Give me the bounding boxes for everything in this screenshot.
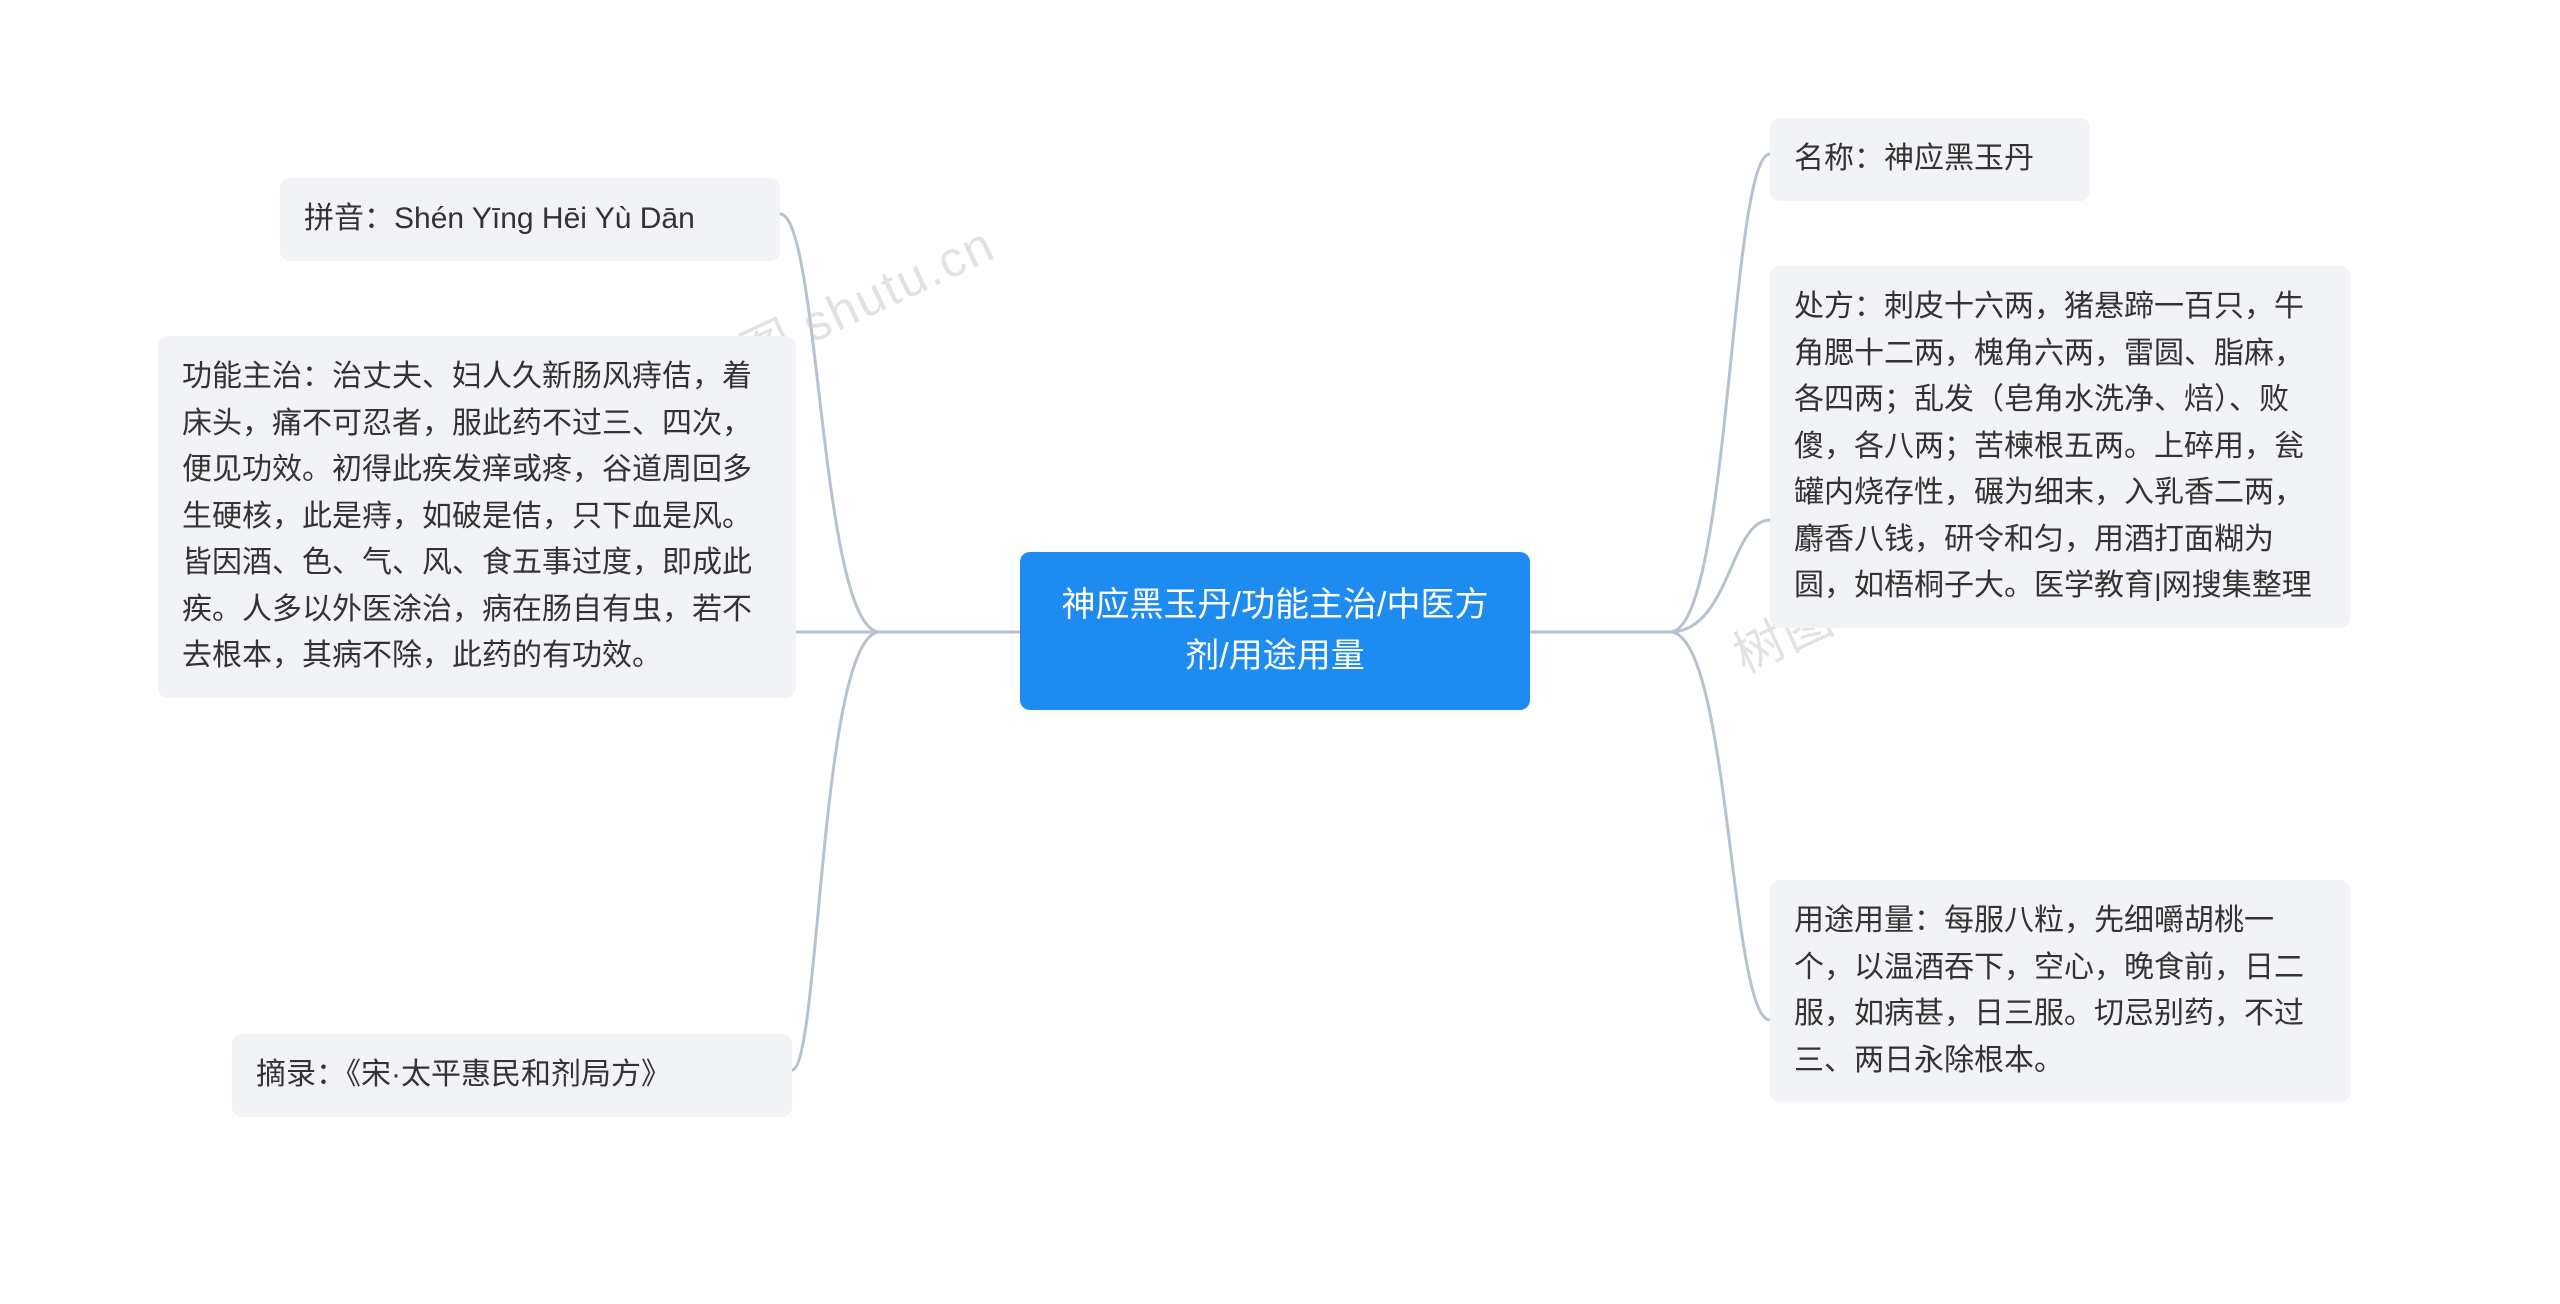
leaf-mingcheng[interactable]: 名称：神应黑玉丹 (1770, 118, 2090, 201)
leaf-yongtu[interactable]: 用途用量：每服八粒，先细嚼胡桃一个，以温酒吞下，空心，晚食前，日二服，如病甚，日… (1770, 880, 2350, 1102)
leaf-chufang[interactable]: 处方：刺皮十六两，猪悬蹄一百只，牛角腮十二两，槐角六两，雷圆、脂麻，各四两；乱发… (1770, 266, 2350, 628)
leaf-zhailu[interactable]: 摘录：《宋·太平惠民和剂局方》 (232, 1034, 792, 1117)
leaf-pinyin[interactable]: 拼音：Shén Yīng Hēi Yù Dān (280, 178, 780, 261)
center-node[interactable]: 神应黑玉丹/功能主治/中医方剂/用途用量 (1020, 552, 1530, 710)
mindmap-canvas: 树图 shutu.cn 树图 shutu.cn 神应黑玉丹/功能主治/中医方剂/… (0, 0, 2560, 1304)
leaf-gongneng[interactable]: 功能主治：治丈夫、妇人久新肠风痔佶，着床头，痛不可忍者，服此药不过三、四次，便见… (158, 336, 796, 698)
